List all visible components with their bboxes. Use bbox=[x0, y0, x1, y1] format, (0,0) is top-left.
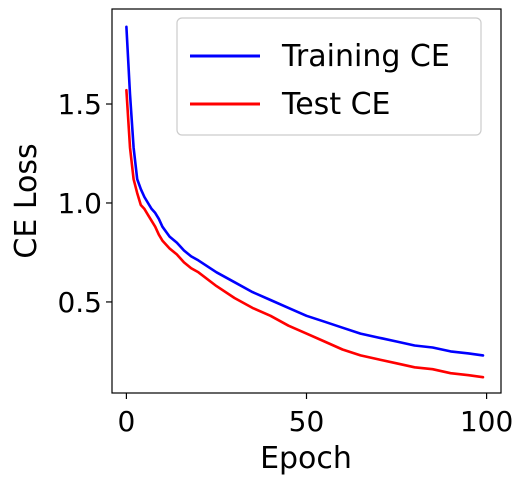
ticks-layer: 0 50 100 0.5 1.0 1.5 bbox=[57, 88, 513, 438]
series-line-1 bbox=[125, 88, 485, 379]
legend-label-test-ce: Test CE bbox=[281, 87, 391, 122]
x-tick-label: 0 bbox=[117, 405, 135, 438]
y-tick-label: 1.5 bbox=[57, 88, 102, 121]
legend-box bbox=[176, 17, 482, 136]
x-axis-title: Epoch bbox=[260, 441, 352, 476]
x-tick-label: 50 bbox=[289, 405, 325, 438]
y-axis-title: CE Loss bbox=[9, 143, 44, 258]
y-tick-label: 0.5 bbox=[57, 286, 102, 319]
series-line-0 bbox=[125, 25, 485, 357]
y-tick-label: 1.0 bbox=[57, 187, 102, 220]
legend: Training CE Test CE bbox=[176, 17, 482, 136]
legend-label-training-ce: Training CE bbox=[281, 39, 450, 74]
x-tick-label: 100 bbox=[460, 405, 513, 438]
plot-layer bbox=[125, 25, 485, 379]
